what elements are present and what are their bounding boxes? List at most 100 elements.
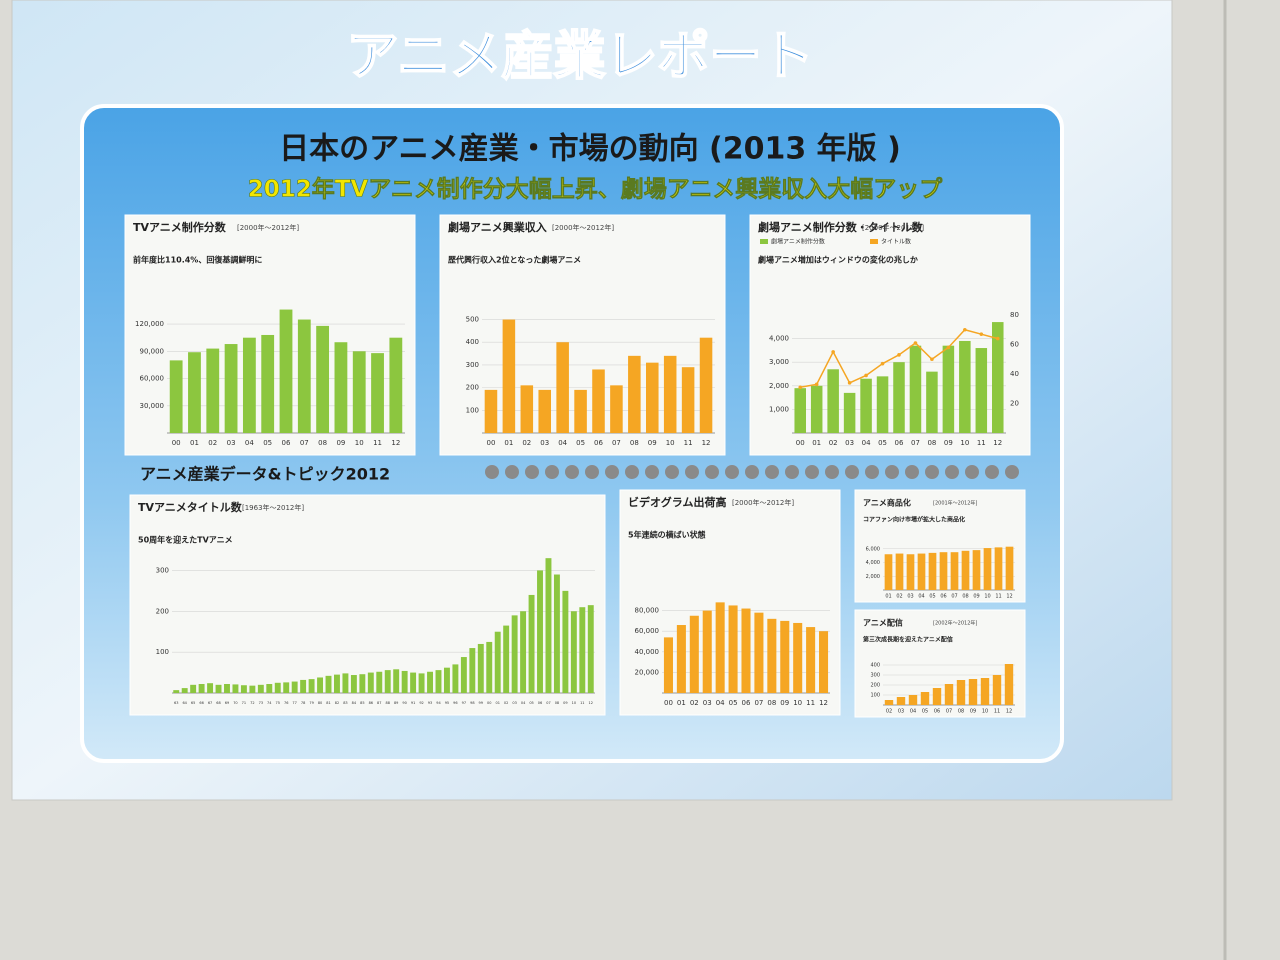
bar bbox=[249, 685, 256, 693]
bar bbox=[188, 352, 201, 433]
bar bbox=[401, 670, 408, 693]
x-tick-label: 91 bbox=[411, 701, 415, 705]
x-tick-label: 07 bbox=[911, 439, 920, 447]
bar bbox=[896, 697, 906, 705]
x-tick-label: 06 bbox=[282, 439, 291, 447]
x-tick-label: 03 bbox=[845, 439, 854, 447]
x-tick-label: 10 bbox=[984, 594, 990, 600]
bar bbox=[477, 643, 484, 693]
bar bbox=[819, 631, 829, 693]
point bbox=[913, 341, 918, 345]
x-tick-label: 08 bbox=[927, 439, 936, 447]
section-title: アニメ産業データ&トピック2012 bbox=[140, 465, 390, 484]
point bbox=[864, 373, 868, 378]
x-tick-label: 99 bbox=[479, 701, 483, 705]
bar bbox=[628, 355, 641, 433]
bar bbox=[274, 682, 281, 693]
y-tick-label: 20,000 bbox=[635, 668, 660, 676]
dot bbox=[505, 465, 519, 479]
bar bbox=[959, 340, 971, 433]
dot bbox=[985, 465, 999, 479]
bar bbox=[780, 620, 790, 693]
x-tick-label: 82 bbox=[335, 701, 339, 705]
bar bbox=[715, 602, 725, 693]
bar bbox=[909, 345, 922, 433]
x-tick-label: 04 bbox=[245, 439, 254, 447]
x-tick-label: 11 bbox=[684, 439, 693, 447]
bar bbox=[926, 371, 938, 433]
bar bbox=[884, 700, 894, 705]
chart-title: ビデオグラム出荷高 bbox=[628, 495, 726, 509]
x-tick-label: 01 bbox=[190, 439, 199, 447]
bar bbox=[283, 682, 290, 693]
bar bbox=[308, 679, 315, 693]
bar bbox=[317, 677, 324, 693]
x-tick-label: 86 bbox=[369, 701, 373, 705]
x-tick-label: 05 bbox=[529, 701, 533, 705]
chart-title: 劇場アニメ興業収入 bbox=[448, 220, 547, 234]
bar bbox=[793, 622, 803, 693]
bar bbox=[1004, 664, 1014, 705]
bar bbox=[350, 675, 357, 693]
x-tick-label: 06 bbox=[895, 439, 904, 447]
bar bbox=[810, 385, 823, 433]
legend-swatch bbox=[870, 239, 878, 244]
x-tick-label: 07 bbox=[546, 701, 550, 705]
x-tick-label: 71 bbox=[242, 701, 246, 705]
bar bbox=[699, 337, 713, 433]
x-tick-label: 03 bbox=[512, 701, 516, 705]
x-tick-label: 11 bbox=[373, 439, 382, 447]
poster-subheading: 2012年TVアニメ制作分大幅上昇、劇場アニメ興業収入大幅アップ bbox=[248, 176, 944, 203]
point bbox=[831, 350, 835, 354]
bar bbox=[486, 641, 493, 693]
y-tick-label: 80,000 bbox=[635, 607, 660, 615]
bar bbox=[502, 319, 516, 433]
x-tick-label: 74 bbox=[267, 701, 272, 705]
dot bbox=[545, 465, 559, 479]
x-tick-label: 03 bbox=[703, 699, 712, 707]
x-tick-label: 00 bbox=[487, 701, 491, 705]
bar bbox=[198, 684, 205, 693]
chart-title: TVアニメタイトル数 bbox=[138, 500, 243, 514]
bar bbox=[932, 688, 942, 705]
point bbox=[880, 361, 885, 366]
dot bbox=[625, 465, 639, 479]
bar bbox=[767, 618, 777, 693]
x-tick-label: 06 bbox=[742, 699, 751, 707]
x-tick-label: 84 bbox=[352, 701, 357, 705]
bar bbox=[352, 351, 366, 433]
bar bbox=[520, 611, 527, 693]
y-tick-label: 200 bbox=[156, 607, 169, 615]
x-tick-label: 94 bbox=[436, 701, 441, 705]
dot bbox=[1005, 465, 1019, 479]
point bbox=[930, 357, 934, 362]
bar bbox=[702, 610, 712, 693]
bar bbox=[469, 648, 476, 693]
point bbox=[995, 336, 1000, 341]
bar bbox=[570, 611, 577, 693]
dot bbox=[845, 465, 859, 479]
bar bbox=[316, 325, 330, 433]
y-tick-label: 300 bbox=[870, 673, 880, 679]
x-tick-label: 00 bbox=[487, 439, 496, 447]
x-tick-label: 00 bbox=[796, 439, 805, 447]
x-tick-label: 89 bbox=[394, 701, 398, 705]
dot bbox=[965, 465, 979, 479]
x-tick-label: 72 bbox=[250, 701, 254, 705]
x-tick-label: 76 bbox=[284, 701, 288, 705]
dot bbox=[605, 465, 619, 479]
bar bbox=[610, 385, 623, 433]
bar bbox=[257, 684, 264, 693]
x-tick-label: 12 bbox=[1006, 594, 1012, 600]
x-tick-label: 08 bbox=[767, 699, 776, 707]
x-tick-label: 04 bbox=[862, 439, 871, 447]
chart-subtitle: [2000年～2012年] bbox=[237, 223, 299, 232]
x-tick-label: 12 bbox=[702, 439, 711, 447]
bar bbox=[334, 674, 340, 693]
bar bbox=[443, 667, 450, 693]
chart-subtitle: [2000年～2012年] bbox=[732, 498, 794, 507]
x-tick-label: 06 bbox=[594, 439, 603, 447]
x-tick-label: 09 bbox=[336, 439, 345, 447]
dot-row bbox=[485, 465, 1019, 479]
